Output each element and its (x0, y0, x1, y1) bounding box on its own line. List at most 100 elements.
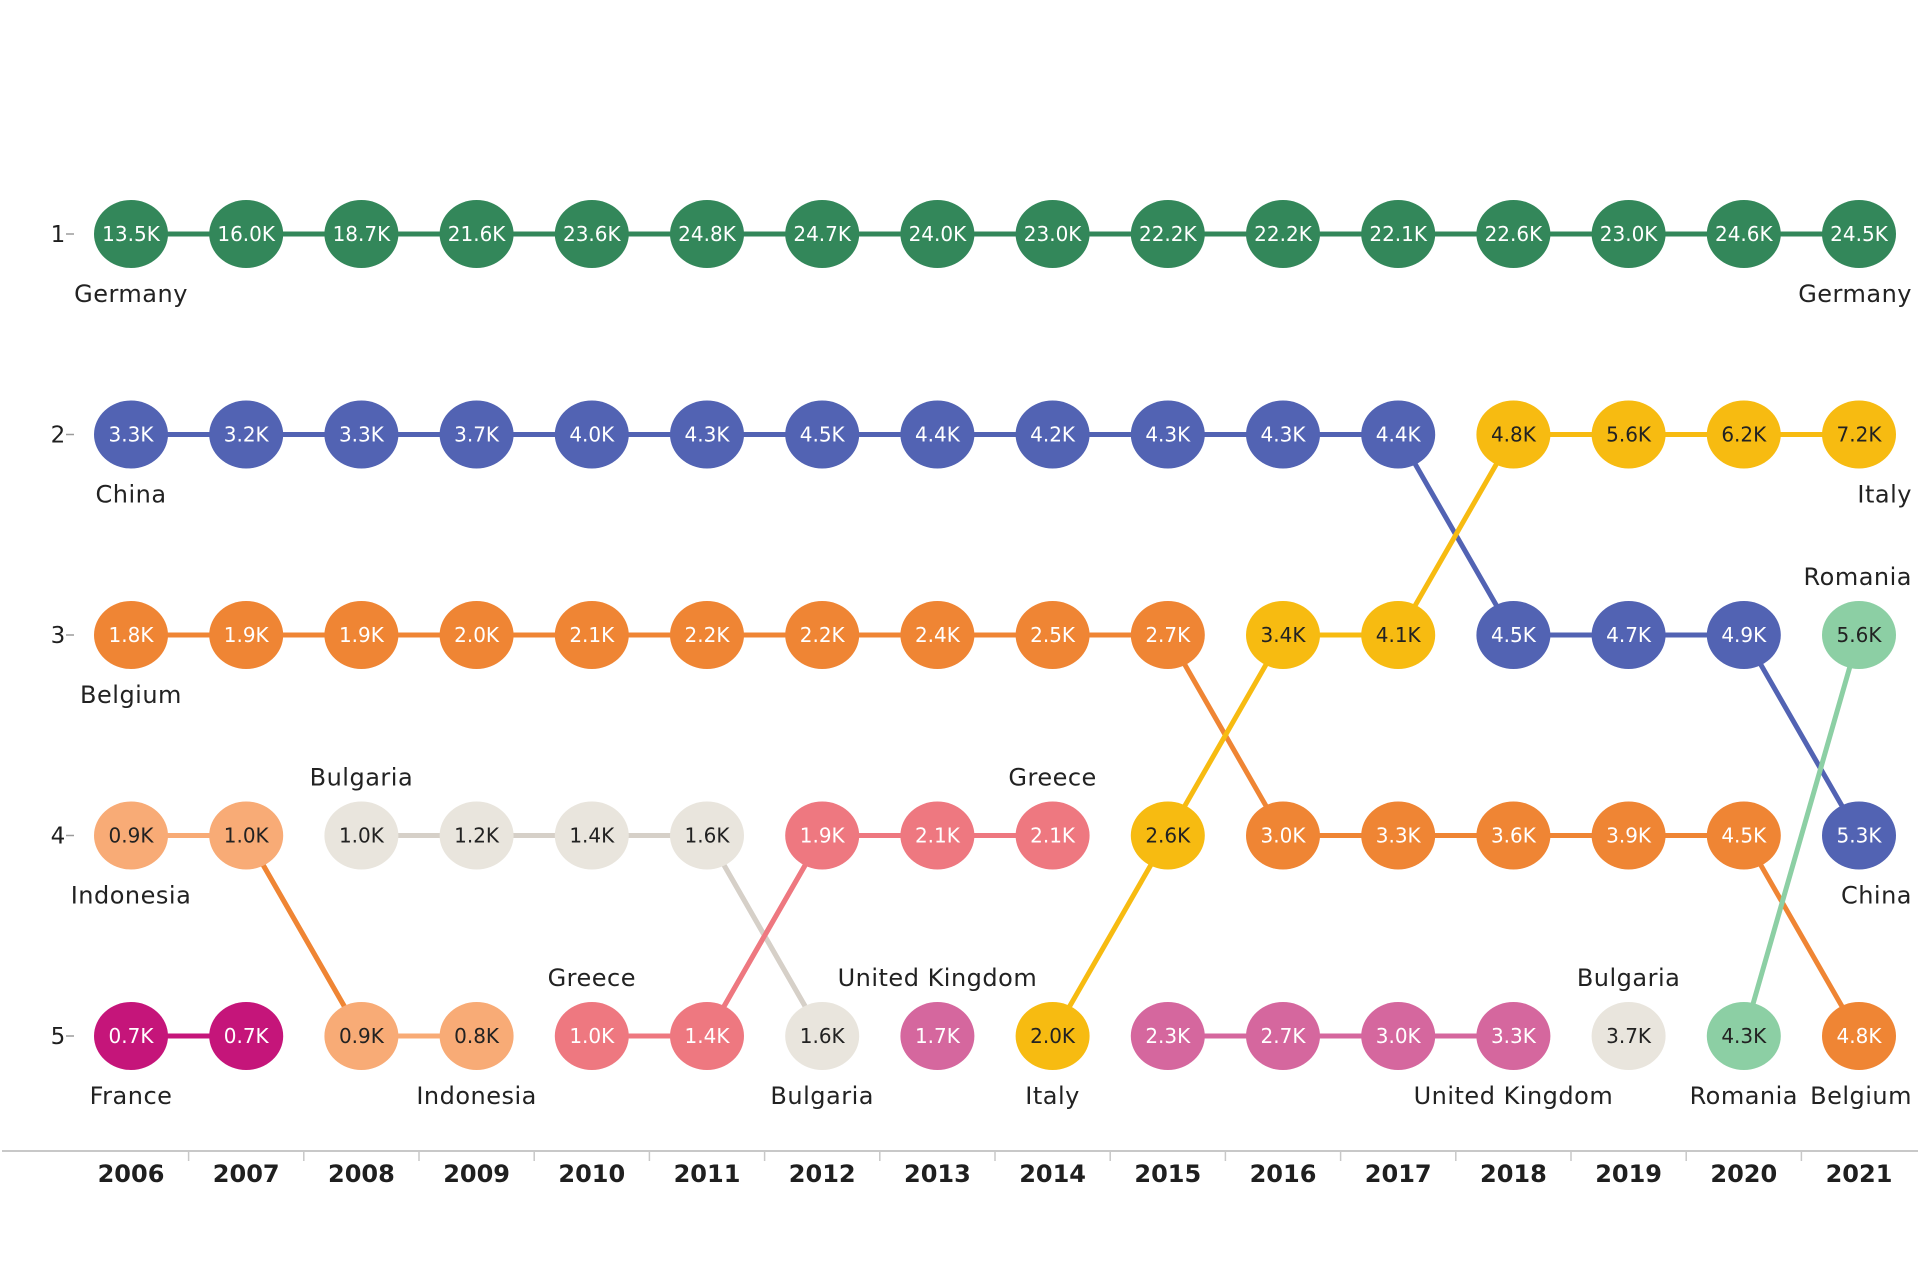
year-tick-label: 2007 (213, 1160, 280, 1188)
value-label-romania: 4.3K (1721, 1024, 1767, 1048)
value-label-italy: 5.6K (1606, 423, 1652, 447)
country-label-germany: Germany (74, 280, 188, 308)
node-china (209, 400, 284, 469)
node-germany (324, 200, 399, 268)
value-label-romania: 5.6K (1837, 623, 1883, 647)
value-label-italy: 7.2K (1837, 423, 1883, 447)
value-label-china: 4.5K (800, 423, 846, 447)
series-line-segment (243, 833, 364, 1039)
value-label-united-kingdom: 3.3K (1491, 1024, 1537, 1048)
value-label-italy: 3.4K (1261, 623, 1307, 647)
value-label-germany: 23.0K (1600, 222, 1659, 246)
value-label-china: 4.2K (1030, 423, 1076, 447)
year-tick-label: 2015 (1134, 1160, 1201, 1188)
year-tick-label: 2021 (1826, 1160, 1893, 1188)
node-china (1822, 801, 1896, 870)
node-bulgaria (1591, 1002, 1666, 1070)
node-germany (1476, 200, 1551, 268)
country-label-indonesia: Indonesia (71, 882, 192, 910)
year-tick-label: 2010 (558, 1160, 625, 1188)
node-belgium (1246, 801, 1320, 870)
value-label-france: 0.7K (109, 1024, 155, 1048)
country-label-bulgaria: Bulgaria (770, 1082, 874, 1110)
value-label-united-kingdom: 1.7K (915, 1024, 961, 1048)
node-china (1706, 601, 1781, 669)
node-united-kingdom (1361, 1002, 1436, 1070)
node-germany (439, 200, 514, 268)
node-germany (1015, 200, 1090, 268)
value-label-bulgaria: 1.2K (454, 824, 500, 848)
series-line-italy (1165, 632, 1286, 838)
node-indonesia (439, 1002, 514, 1070)
year-tick-label: 2012 (789, 1160, 856, 1188)
node-china (900, 400, 975, 469)
value-label-italy: 4.8K (1491, 423, 1537, 447)
value-label-indonesia: 0.9K (339, 1024, 385, 1048)
value-label-belgium: 4.5K (1721, 824, 1767, 848)
value-label-china: 3.3K (339, 423, 385, 447)
node-china (1476, 601, 1551, 669)
country-labels: Germany Germany China Italy Romania Belgium Bu… (71, 280, 1912, 1110)
year-tick-label: 2017 (1365, 1160, 1432, 1188)
year-tick-label: 2016 (1250, 1160, 1317, 1188)
series-line-belgium (1741, 833, 1862, 1039)
value-label-china: 4.7K (1606, 623, 1652, 647)
rank-tick-label: 5 (51, 1024, 66, 1050)
value-label-belgium: 2.0K (454, 623, 500, 647)
year-tick-label: 2009 (443, 1160, 510, 1188)
value-label-germany: 24.6K (1715, 222, 1774, 246)
node-belgium (1361, 801, 1436, 870)
rank-tick-label: 4 (51, 824, 66, 850)
value-label-belgium: 1.9K (339, 623, 385, 647)
node-china (1246, 400, 1320, 469)
country-label-italy: Italy (1857, 481, 1912, 509)
value-label-italy: 4.1K (1376, 623, 1422, 647)
rank-tick-label: 1 (51, 222, 66, 248)
node-belgium (439, 601, 514, 669)
node-greece (785, 801, 860, 870)
node-belgium (209, 601, 284, 669)
value-label-bulgaria: 1.4K (569, 824, 615, 848)
node-belgium (554, 601, 629, 669)
value-label-germany: 23.0K (1024, 222, 1083, 246)
value-label-indonesia: 0.9K (109, 824, 155, 848)
value-label-belgium: 1.8K (109, 623, 155, 647)
node-germany (94, 200, 168, 268)
country-label-bulgaria: Bulgaria (1577, 964, 1681, 992)
value-label-greece: 2.1K (1030, 824, 1076, 848)
value-label-china: 3.3K (109, 423, 155, 447)
value-label-belgium: 2.7K (1145, 623, 1191, 647)
node-italy (1015, 1002, 1090, 1070)
value-label-italy: 2.0K (1030, 1024, 1076, 1048)
node-germany (1130, 200, 1205, 268)
node-france (209, 1002, 284, 1070)
value-label-germany: 22.6K (1485, 222, 1544, 246)
series-line-italy (1050, 833, 1171, 1039)
value-label-china: 4.3K (685, 423, 731, 447)
country-label-greece: Greece (548, 964, 636, 992)
country-label-greece: Greece (1008, 764, 1096, 792)
country-label-germany: Germany (1798, 280, 1912, 308)
value-label-italy: 2.6K (1145, 824, 1191, 848)
value-label-germany: 21.6K (448, 222, 507, 246)
node-belgium (900, 601, 975, 669)
value-label-germany: 24.7K (793, 222, 852, 246)
node-italy (1476, 400, 1551, 469)
value-label-germany: 16.0K (217, 222, 276, 246)
node-china (1130, 400, 1205, 469)
node-italy (1706, 400, 1781, 469)
value-label-greece: 2.1K (915, 824, 961, 848)
node-greece (1015, 801, 1090, 870)
value-label-china: 4.3K (1261, 423, 1307, 447)
value-label-belgium: 2.4K (915, 623, 961, 647)
country-label-romania: Romania (1804, 563, 1912, 591)
year-tick-label: 2013 (904, 1160, 971, 1188)
node-belgium (1822, 1002, 1896, 1070)
node-germany (900, 200, 975, 268)
value-label-france: 0.7K (224, 1024, 270, 1048)
node-belgium (1130, 601, 1205, 669)
country-label-bulgaria: Bulgaria (310, 764, 414, 792)
node-belgium (1591, 801, 1666, 870)
country-label-china: China (1841, 882, 1912, 910)
value-label-belgium: 3.0K (1261, 824, 1307, 848)
